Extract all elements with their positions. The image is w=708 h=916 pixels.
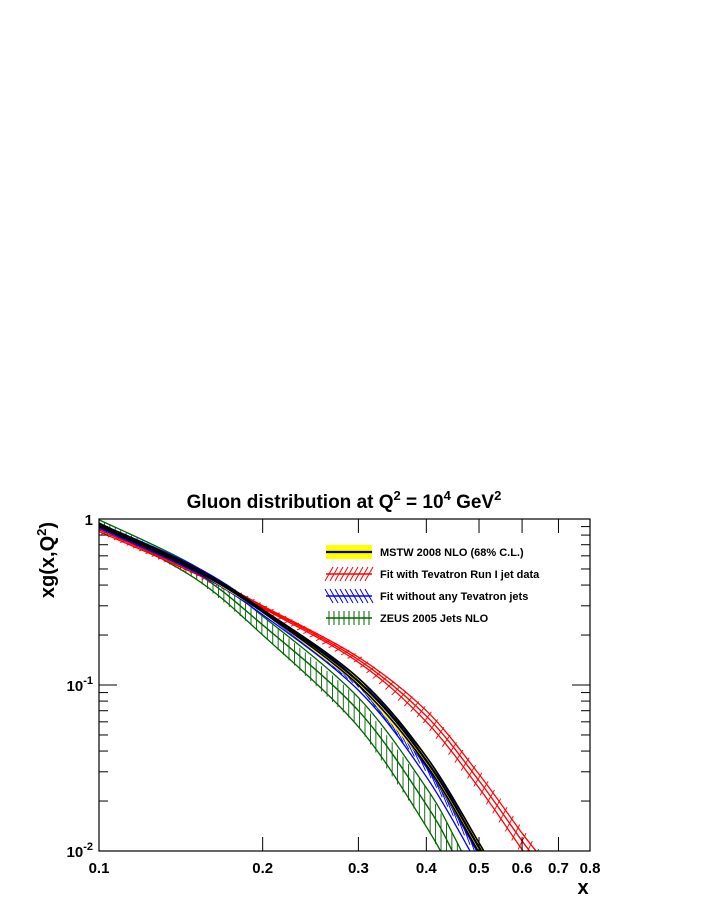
legend: MSTW 2008 NLO (68% C.L.) Fit with Tevatro… — [324, 545, 540, 625]
legend-swatch — [324, 566, 374, 582]
legend-hatch — [364, 588, 374, 604]
hatch-line — [334, 646, 344, 652]
y-tick-label: 10-1 — [67, 675, 93, 695]
legend-hatch — [359, 588, 369, 604]
plot-bands — [99, 519, 545, 875]
hatch-line — [435, 726, 445, 740]
legend-label: MSTW 2008 NLO (68% C.L.) — [380, 547, 524, 559]
hatch-line — [290, 622, 299, 627]
hatch-line — [372, 671, 382, 679]
legend-hatch — [349, 588, 359, 604]
legend-hatch — [354, 566, 364, 582]
x-axis-label: x — [577, 877, 588, 899]
band-lower-edge — [99, 525, 442, 851]
central-curve — [99, 524, 483, 851]
hatch-line — [359, 661, 369, 668]
legend-entry-mstw-2008-nlo-68-c-l: MSTW 2008 NLO (68% C.L.) — [326, 545, 524, 559]
legend-hatch — [334, 566, 344, 582]
legend-hatch — [329, 588, 339, 604]
band-upper-edge — [99, 522, 485, 851]
y-axis-label: xg(x,Q2) — [34, 522, 59, 598]
hatch-line — [429, 719, 439, 732]
x-tick-label: 0.6 — [512, 860, 533, 877]
hatch-line — [391, 686, 401, 696]
band-lower-edge — [99, 525, 480, 851]
legend-hatch — [334, 588, 344, 604]
hatch-line — [441, 734, 451, 748]
hatch-line — [309, 632, 318, 638]
legend-entry-fit-with-tevatron-run-i-jet-data: Fit with Tevatron Run I jet data — [324, 566, 540, 582]
hatch-line — [296, 626, 306, 631]
legend-hatch — [354, 588, 364, 604]
legend-hatch — [344, 566, 354, 582]
x-tick-label: 0.3 — [348, 860, 369, 877]
hatch-line — [303, 629, 312, 634]
hatch-line — [328, 642, 337, 649]
legend-hatch — [339, 588, 349, 604]
hatch-line — [448, 742, 457, 755]
x-tick-label: 0.4 — [416, 860, 438, 877]
hatch-line — [460, 757, 470, 771]
y-tick-label: 1 — [85, 512, 93, 529]
hatch-line — [404, 696, 413, 707]
hatch-line — [537, 857, 545, 875]
legend-swatch — [326, 611, 372, 625]
x-tick-label: 0.8 — [580, 860, 601, 877]
y-tick-label: 10-2 — [67, 841, 93, 861]
hatch-line — [385, 681, 394, 690]
legend-hatch — [339, 566, 349, 582]
band-lower-edge — [99, 527, 471, 851]
hatch-line — [410, 701, 420, 712]
x-tick-label: 0.5 — [469, 860, 490, 877]
series-mstw-2008-nlo-68-c-l — [99, 522, 485, 851]
legend-hatch — [344, 588, 354, 604]
legend-label: ZEUS 2005 Jets NLO — [380, 613, 489, 625]
legend-entry-fit-without-any-tevatron-jets: Fit without any Tevatron jets — [324, 588, 528, 604]
hatch-line — [378, 676, 388, 685]
hatch-line — [322, 639, 331, 645]
x-tick-label: 0.7 — [548, 860, 569, 877]
axis-tick-labels: 0.1 0.2 0.3 0.4 0.5 0.6 0.7 0.8 1 10-1 10-2 — [67, 512, 601, 877]
legend-hatch — [324, 566, 334, 582]
axis-ticks — [98, 518, 591, 852]
hatch-line — [454, 749, 464, 763]
chart-title: Gluon distribution at Q2 = 104 GeV2 — [187, 488, 502, 513]
hatch-line — [416, 706, 426, 718]
hatch-line — [315, 636, 325, 642]
legend-label: Fit with Tevatron Run I jet data — [380, 569, 540, 581]
legend-hatch — [329, 566, 339, 582]
x-tick-label: 0.1 — [89, 860, 110, 877]
legend-swatch — [324, 588, 374, 604]
band-lower-edge — [99, 530, 524, 851]
legend-label: Fit without any Tevatron jets — [380, 591, 528, 603]
x-tick-label: 0.2 — [252, 860, 273, 877]
hatch-line — [397, 691, 407, 701]
legend-hatch — [359, 566, 369, 582]
legend-hatch — [349, 566, 359, 582]
legend-entry-zeus-2005-jets-nlo: ZEUS 2005 Jets NLO — [326, 611, 489, 625]
legend-hatch — [324, 588, 334, 604]
hatch-line — [366, 666, 375, 674]
hatch-line — [341, 649, 350, 656]
legend-hatch — [364, 566, 374, 582]
